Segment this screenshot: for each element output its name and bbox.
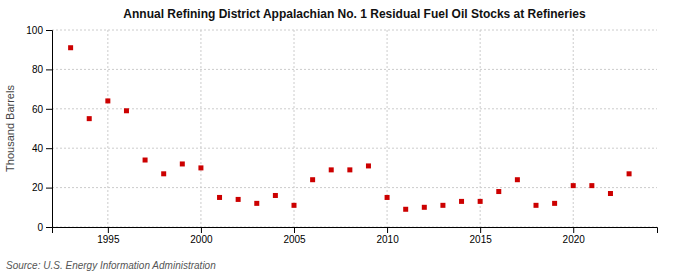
- x-axis-tick: 2010: [376, 227, 399, 245]
- y-axis-tick-mark: [46, 188, 52, 189]
- point: [87, 116, 92, 121]
- y-axis-tick: 0: [37, 222, 52, 233]
- chart: 1995 2000 2005 2010 2015 2020 0 20 40 60 80 100 Annu…: [0, 0, 675, 275]
- point: [459, 199, 464, 204]
- y-axis-tick-label: 20: [32, 182, 44, 193]
- y-grid-line: [52, 30, 657, 31]
- point: [422, 205, 427, 210]
- y-axis-title: Thousand Barrels: [4, 85, 16, 172]
- y-grid-line: [52, 187, 657, 188]
- point: [403, 207, 408, 212]
- point: [627, 171, 632, 176]
- point: [217, 195, 222, 200]
- x-axis-tick-label: 2020: [563, 234, 586, 245]
- y-axis-line: [46, 31, 53, 228]
- y-axis-tick-label: 100: [26, 25, 43, 36]
- point: [608, 191, 613, 196]
- point: [366, 163, 371, 168]
- point: [571, 183, 576, 188]
- point: [143, 158, 148, 163]
- x-axis-tick-label: 2005: [283, 234, 306, 245]
- x-axis-tick: 1995: [97, 227, 120, 245]
- point: [310, 177, 315, 182]
- x-grid-line: [480, 30, 481, 227]
- x-grid-line: [573, 30, 574, 227]
- x-axis-tick-mark: [108, 227, 109, 233]
- x-axis-tick: 2015: [470, 227, 493, 245]
- x-axis-tick-label: 2000: [190, 234, 213, 245]
- x-axis-line: [53, 228, 658, 234]
- grid: [52, 30, 657, 227]
- point: [478, 199, 483, 204]
- x-axis-tick: 2020: [563, 227, 586, 245]
- y-axis-tick-label: 80: [32, 64, 44, 75]
- x-grid-line: [200, 30, 201, 227]
- source-note: Source: U.S. Energy Information Administ…: [6, 260, 216, 271]
- point: [292, 203, 297, 208]
- x-axis-tick: 2005: [283, 227, 306, 245]
- point: [385, 195, 390, 200]
- point: [534, 203, 539, 208]
- point: [552, 201, 557, 206]
- x-axis-tick-mark: [201, 227, 202, 233]
- point: [273, 193, 278, 198]
- points: [68, 45, 631, 212]
- x-axis-tick: 2000: [190, 227, 213, 245]
- point: [440, 203, 445, 208]
- y-axis-tick: 60: [32, 104, 52, 115]
- y-axis-tick-mark: [46, 30, 52, 31]
- y-grid-line: [52, 148, 657, 149]
- y-axis-tick-mark: [46, 69, 52, 70]
- y-axis-tick: 80: [32, 64, 52, 75]
- y-axis-tick: 100: [26, 25, 52, 36]
- point: [347, 167, 352, 172]
- plot: 1995 2000 2005 2010 2015 2020 0 20 40 60 80 100: [26, 25, 657, 245]
- point: [236, 197, 241, 202]
- y-axis-tick: 40: [32, 143, 52, 154]
- point: [496, 189, 501, 194]
- x-axis-tick-label: 1995: [97, 234, 120, 245]
- y-axis-tick-mark: [46, 148, 52, 149]
- x-grid-line: [294, 30, 295, 227]
- point: [161, 171, 166, 176]
- x-grid-line: [107, 30, 108, 227]
- x-axis-tick-mark: [573, 227, 574, 233]
- y-axis-tick-mark: [46, 227, 52, 228]
- y-axis-tick-label: 60: [32, 104, 44, 115]
- x-axis-tick-mark: [294, 227, 295, 233]
- y-grid-line: [52, 108, 657, 109]
- point: [124, 108, 129, 113]
- point: [515, 177, 520, 182]
- x-axis-tick-mark: [480, 227, 481, 233]
- point: [198, 165, 203, 170]
- y-axis: 0 20 40 60 80 100: [26, 25, 52, 233]
- point: [180, 161, 185, 166]
- x-axis-tick-label: 2015: [470, 234, 493, 245]
- x-axis-tick-label: 2010: [376, 234, 399, 245]
- y-axis-tick-label: 0: [37, 222, 43, 233]
- y-grid-line: [52, 69, 657, 70]
- point: [329, 167, 334, 172]
- x-axis: 1995 2000 2005 2010 2015 2020: [53, 227, 658, 245]
- point: [254, 201, 259, 206]
- x-axis-tick-mark: [387, 227, 388, 233]
- point: [105, 98, 110, 103]
- y-axis-tick-mark: [46, 109, 52, 110]
- y-axis-tick-label: 40: [32, 143, 44, 154]
- y-axis-tick: 20: [32, 182, 52, 193]
- point: [589, 183, 594, 188]
- title: Annual Refining District Appalachian No.…: [123, 7, 586, 21]
- point: [68, 45, 73, 50]
